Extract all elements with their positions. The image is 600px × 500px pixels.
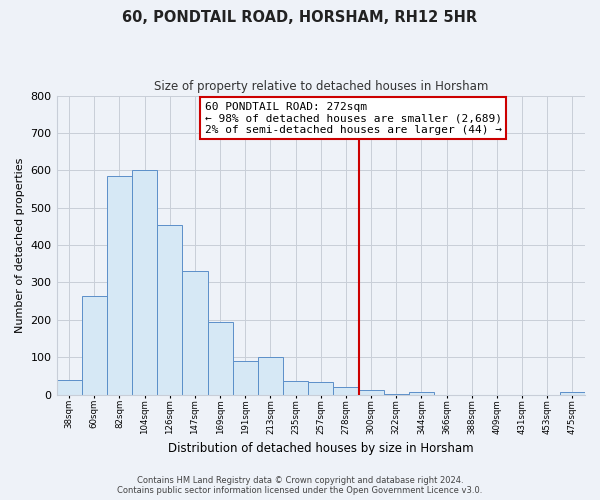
Bar (132, 170, 157, 394)
Bar (157, 226, 182, 394)
Bar (233, 360, 258, 394)
Bar (258, 357, 283, 395)
Text: Contains HM Land Registry data © Crown copyright and database right 2024.
Contai: Contains HM Land Registry data © Crown c… (118, 476, 482, 495)
Bar (334, 387, 359, 394)
Text: 60, PONDTAIL ROAD, HORSHAM, RH12 5HR: 60, PONDTAIL ROAD, HORSHAM, RH12 5HR (122, 10, 478, 25)
Bar (107, 176, 132, 394)
Bar (56, 380, 82, 394)
Bar (208, 322, 233, 394)
Bar (359, 390, 383, 394)
Bar (82, 296, 107, 394)
Title: Size of property relative to detached houses in Horsham: Size of property relative to detached ho… (154, 80, 488, 93)
Bar (308, 382, 334, 394)
Bar (409, 392, 434, 394)
Bar (182, 272, 208, 394)
Bar (283, 381, 308, 394)
Text: 60 PONDTAIL ROAD: 272sqm
← 98% of detached houses are smaller (2,689)
2% of semi: 60 PONDTAIL ROAD: 272sqm ← 98% of detach… (205, 102, 502, 134)
X-axis label: Distribution of detached houses by size in Horsham: Distribution of detached houses by size … (168, 442, 473, 455)
Bar (560, 392, 585, 394)
Y-axis label: Number of detached properties: Number of detached properties (15, 158, 25, 333)
